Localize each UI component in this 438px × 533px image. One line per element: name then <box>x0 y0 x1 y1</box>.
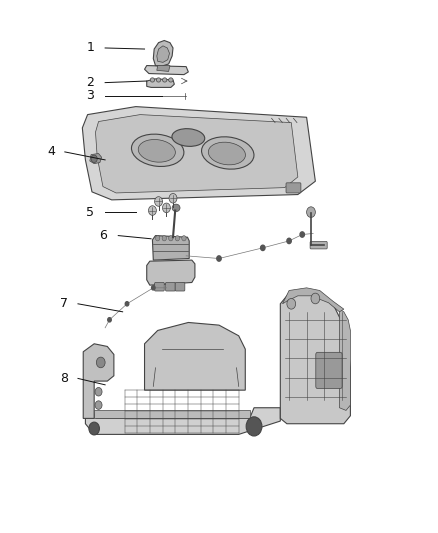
Polygon shape <box>153 41 173 66</box>
Circle shape <box>169 236 173 241</box>
Polygon shape <box>95 115 298 193</box>
Circle shape <box>246 417 262 436</box>
Text: 3: 3 <box>86 90 94 102</box>
Polygon shape <box>147 79 174 87</box>
Circle shape <box>91 155 97 163</box>
Circle shape <box>261 245 265 251</box>
Circle shape <box>148 206 156 215</box>
FancyBboxPatch shape <box>286 183 301 193</box>
Polygon shape <box>83 344 114 418</box>
Ellipse shape <box>156 78 161 82</box>
Ellipse shape <box>208 142 245 165</box>
Text: 8: 8 <box>60 372 68 385</box>
Text: 5: 5 <box>86 206 94 219</box>
FancyBboxPatch shape <box>310 241 327 249</box>
Circle shape <box>287 298 296 309</box>
FancyBboxPatch shape <box>316 352 342 389</box>
Circle shape <box>175 236 180 241</box>
Circle shape <box>287 238 291 244</box>
Circle shape <box>162 236 166 241</box>
Polygon shape <box>147 260 195 285</box>
Circle shape <box>89 422 99 435</box>
Circle shape <box>95 387 102 396</box>
FancyBboxPatch shape <box>155 282 164 291</box>
Ellipse shape <box>201 137 254 169</box>
Polygon shape <box>280 290 350 424</box>
Polygon shape <box>145 322 245 390</box>
Circle shape <box>182 236 186 241</box>
Polygon shape <box>283 288 344 312</box>
Text: 2: 2 <box>86 76 94 89</box>
Polygon shape <box>157 66 170 71</box>
Polygon shape <box>157 46 170 62</box>
Text: 7: 7 <box>60 297 68 310</box>
Circle shape <box>155 236 160 241</box>
Ellipse shape <box>131 134 184 166</box>
Ellipse shape <box>172 128 205 147</box>
Circle shape <box>152 286 155 290</box>
FancyBboxPatch shape <box>175 282 185 291</box>
Ellipse shape <box>162 78 167 82</box>
Circle shape <box>125 302 129 306</box>
Circle shape <box>108 318 111 322</box>
Circle shape <box>307 207 315 217</box>
Circle shape <box>155 197 162 206</box>
Polygon shape <box>339 309 350 410</box>
Ellipse shape <box>150 78 155 82</box>
Polygon shape <box>152 236 189 260</box>
Ellipse shape <box>138 140 175 162</box>
Text: 1: 1 <box>86 42 94 54</box>
Circle shape <box>162 203 170 213</box>
Text: 4: 4 <box>47 146 55 158</box>
Circle shape <box>96 357 105 368</box>
Polygon shape <box>90 154 102 164</box>
Polygon shape <box>85 362 280 434</box>
Circle shape <box>311 293 320 304</box>
Circle shape <box>169 193 177 203</box>
Text: 6: 6 <box>99 229 107 242</box>
Circle shape <box>95 401 102 409</box>
Circle shape <box>217 256 221 261</box>
Ellipse shape <box>169 78 173 82</box>
Polygon shape <box>94 410 250 418</box>
Polygon shape <box>82 107 315 200</box>
FancyBboxPatch shape <box>166 282 175 291</box>
Polygon shape <box>145 66 188 75</box>
Circle shape <box>300 232 304 237</box>
Ellipse shape <box>172 204 180 212</box>
